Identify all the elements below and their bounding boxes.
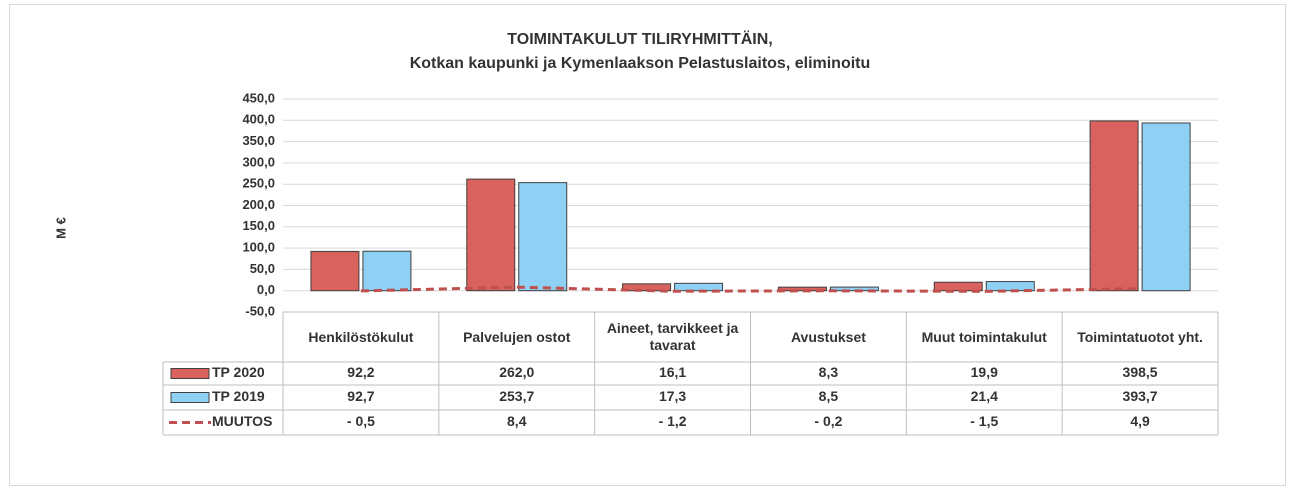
bar xyxy=(362,250,412,292)
chart-border xyxy=(9,4,1286,486)
x-tick-label: Henkilöstökulut xyxy=(308,328,414,345)
bar xyxy=(622,283,672,292)
y-tick-label: 450,0 xyxy=(242,90,275,105)
bar xyxy=(777,286,827,292)
y-tick-label: 400,0 xyxy=(242,112,275,127)
data-label: 17,3 xyxy=(659,388,686,404)
data-label: 16,1 xyxy=(659,364,686,380)
data-label: 4,9 xyxy=(1130,413,1150,429)
bar xyxy=(1141,122,1191,292)
x-tick-label: Palvelujen ostot xyxy=(463,328,571,345)
bar xyxy=(466,178,516,292)
x-tick-cell: Toimintatuotot yht. xyxy=(1077,328,1203,345)
data-label: 398,5 xyxy=(1123,364,1158,380)
data-label: 8,3 xyxy=(819,364,839,380)
bar xyxy=(1089,120,1139,292)
x-tick-label: Toimintatuotot yht. xyxy=(1077,328,1203,345)
legend-label: TP 2019 xyxy=(212,388,265,404)
bar xyxy=(518,182,568,292)
x-tick-cell: Palvelujen ostot xyxy=(463,328,571,345)
data-label: 253,7 xyxy=(499,388,534,404)
x-tick-cell: Avustukset xyxy=(790,328,866,345)
data-label: 21,4 xyxy=(971,388,998,404)
y-tick-label: 350,0 xyxy=(242,133,275,148)
x-tick-label: Muut toimintakulut xyxy=(921,328,1047,345)
bar xyxy=(933,281,983,292)
bar xyxy=(674,282,724,292)
data-label: 393,7 xyxy=(1123,388,1158,404)
data-label: 262,0 xyxy=(499,364,534,380)
y-tick-label: 100,0 xyxy=(242,240,275,255)
data-label: 8,5 xyxy=(819,388,839,404)
y-tick-label: 250,0 xyxy=(242,176,275,191)
data-label: - 0,5 xyxy=(347,413,375,429)
chart-subtitle: Kotkan kaupunki ja Kymenlaakson Pelastus… xyxy=(410,55,871,72)
legend-label: MUUTOS xyxy=(212,413,272,429)
legend-label: TP 2020 xyxy=(212,364,265,380)
x-tick-label: Aineet, tarvikkeet ja tavarat xyxy=(606,320,739,353)
x-tick-cell: Aineet, tarvikkeet ja tavarat xyxy=(606,320,739,353)
y-tick-label: -50,0 xyxy=(245,303,275,318)
data-label: 92,7 xyxy=(347,388,374,404)
data-label: - 1,2 xyxy=(659,413,687,429)
data-label: 8,4 xyxy=(507,413,527,429)
y-tick-label: 200,0 xyxy=(242,197,275,212)
x-tick-label: Avustukset xyxy=(790,328,866,345)
legend-key xyxy=(170,368,210,379)
bar xyxy=(310,250,360,292)
y-tick-label: 0,0 xyxy=(257,282,275,297)
chart-title: TOIMINTAKULUT TILIRYHMITTÄIN, xyxy=(507,30,772,48)
y-axis-label: M € xyxy=(53,217,68,239)
x-tick-cell: Muut toimintakulut xyxy=(921,328,1047,345)
data-label: - 0,2 xyxy=(814,413,842,429)
bar xyxy=(985,281,1035,292)
data-label: 92,2 xyxy=(347,364,374,380)
bar xyxy=(829,286,879,292)
data-label: 19,9 xyxy=(971,364,998,380)
legend-key xyxy=(170,392,210,403)
data-label: - 1,5 xyxy=(970,413,998,429)
y-tick-label: 50,0 xyxy=(250,261,275,276)
y-tick-label: 300,0 xyxy=(242,154,275,169)
x-tick-cell: Henkilöstökulut xyxy=(308,328,414,345)
y-tick-label: 150,0 xyxy=(242,218,275,233)
